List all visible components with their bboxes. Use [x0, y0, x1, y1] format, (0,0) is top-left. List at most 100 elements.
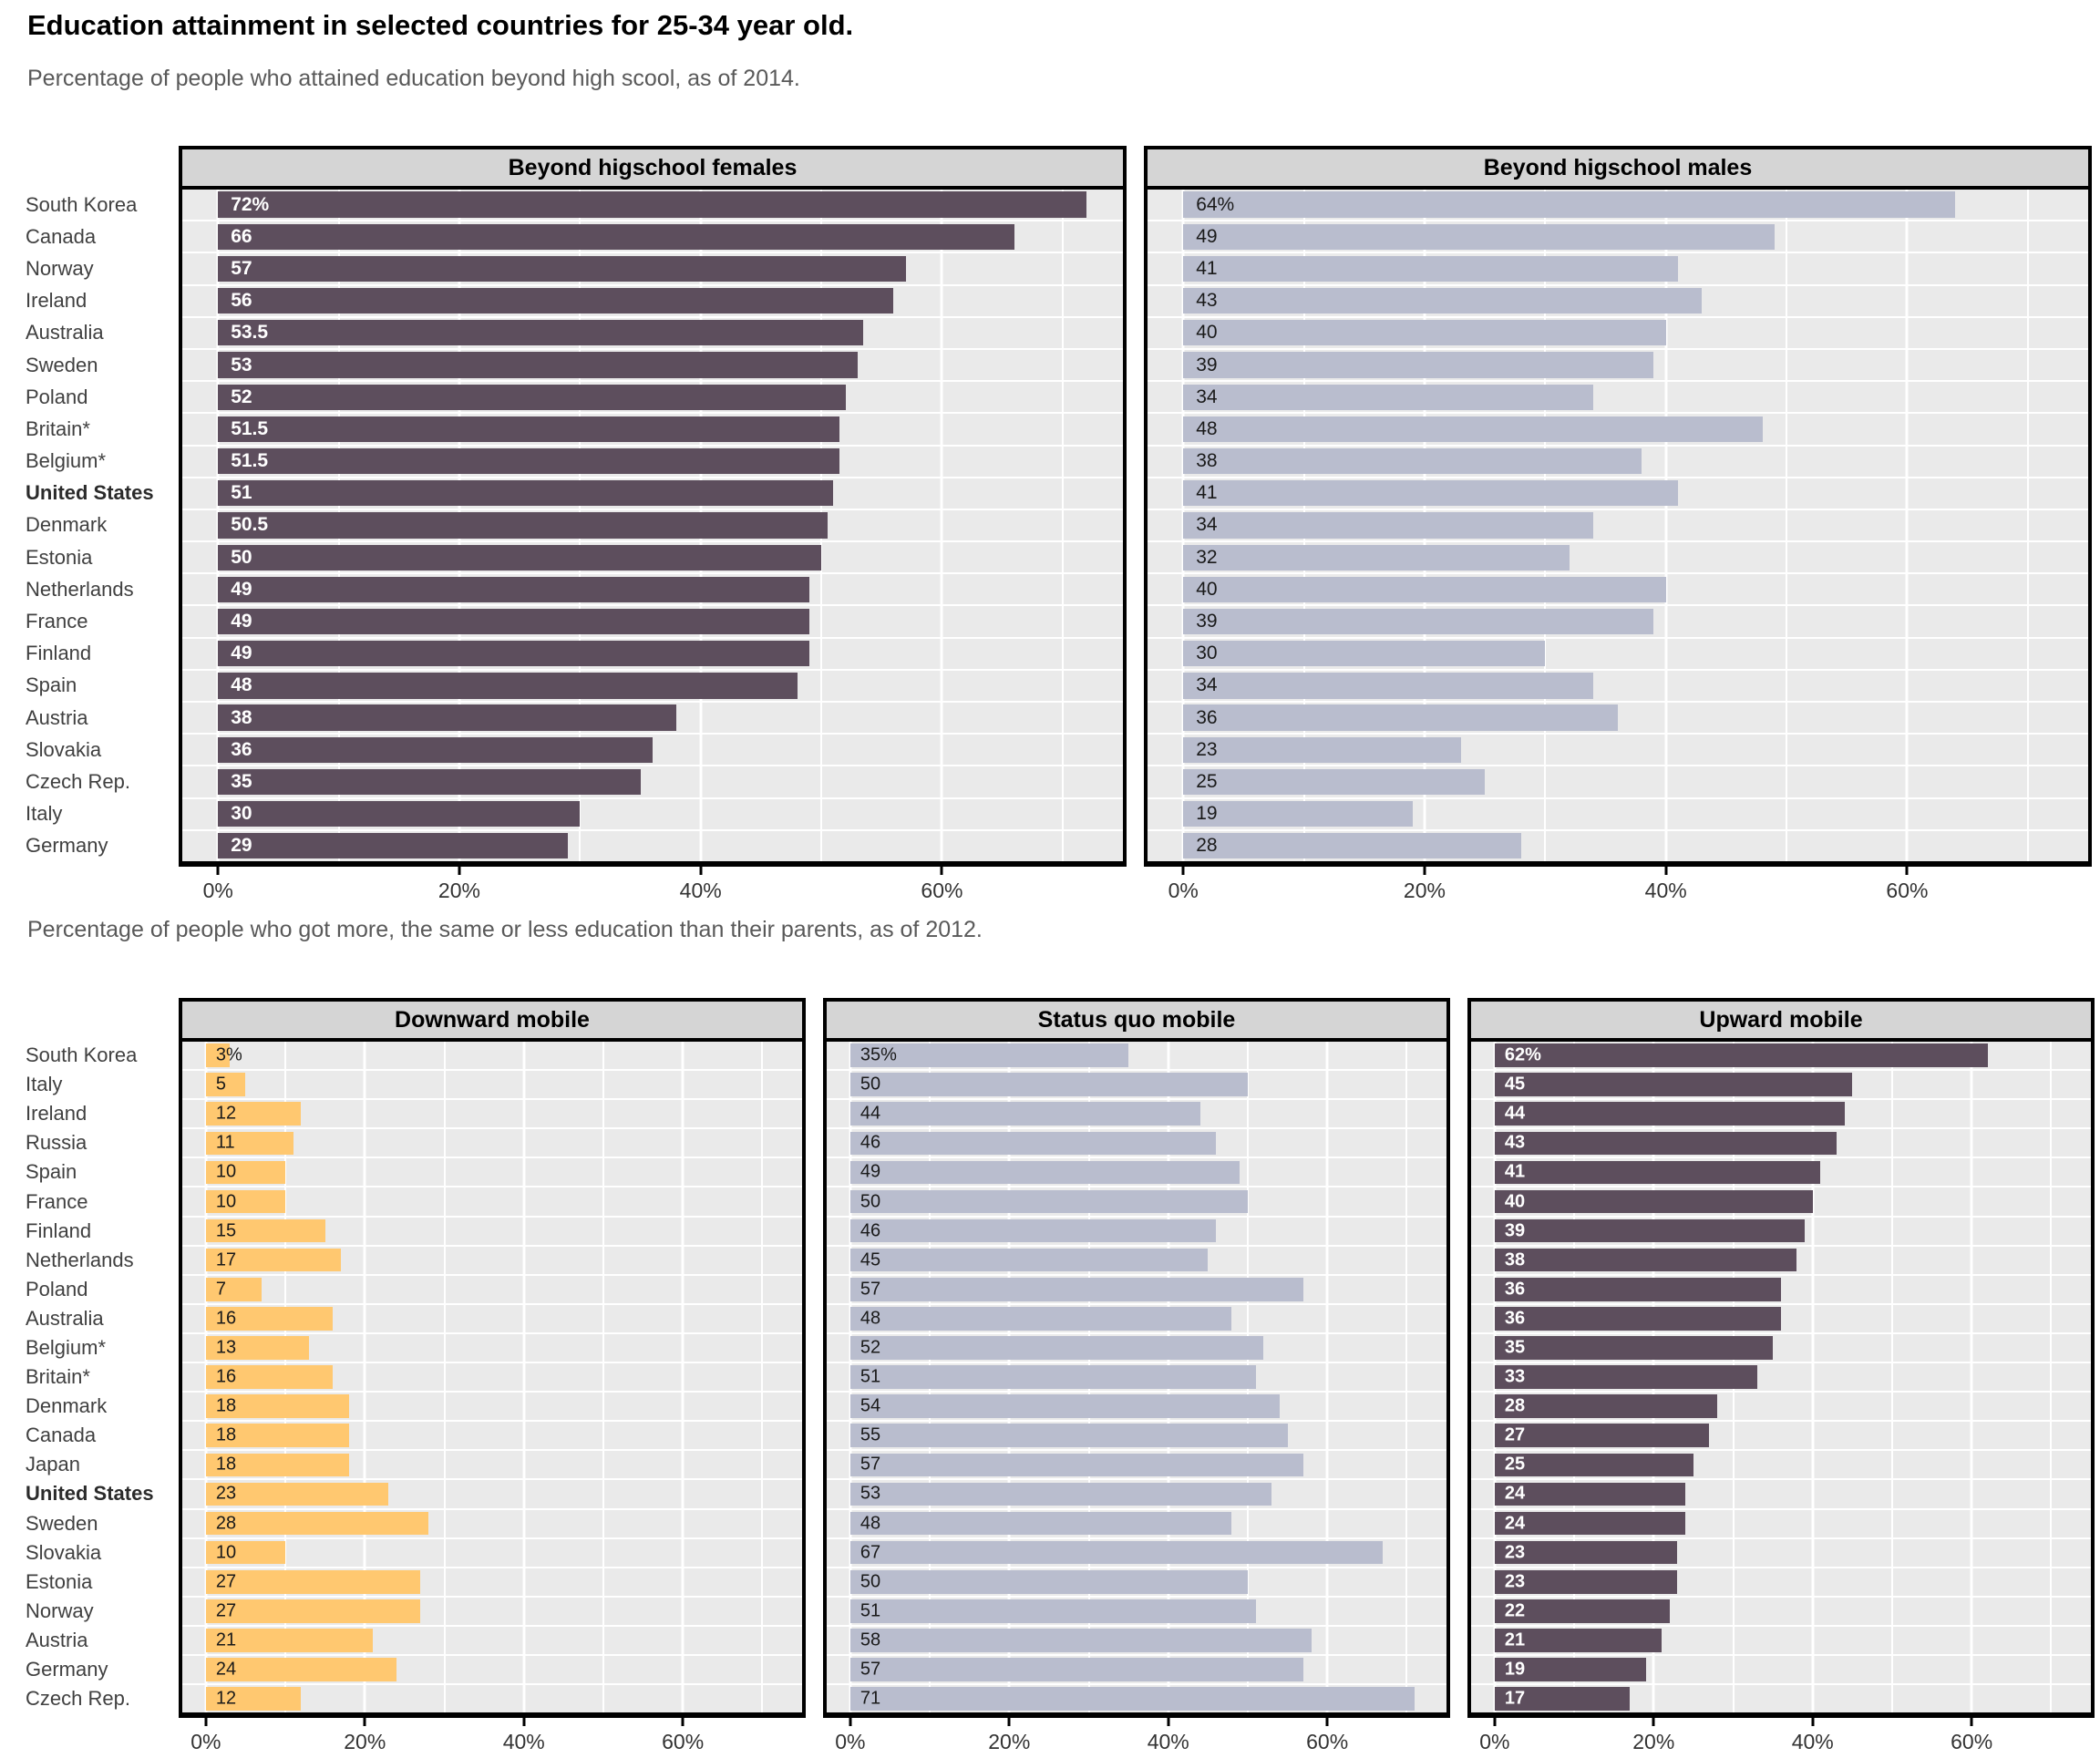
bar-value-label: 27	[215, 1571, 237, 1592]
bar-row: 17	[1471, 1683, 2091, 1712]
panel-title-females: Beyond higschool females	[182, 149, 1123, 190]
country-label: Britain*	[26, 416, 90, 440]
bar	[218, 352, 858, 378]
bar-row: 19	[1471, 1653, 2091, 1683]
bar	[205, 1599, 421, 1623]
minor-gridline	[761, 1042, 764, 1712]
panel-title-status-quo: Status quo mobile	[827, 1002, 1446, 1042]
country-label: Estonia	[26, 545, 93, 569]
bar	[205, 1365, 334, 1389]
bar-value-label: 45	[1504, 1074, 1526, 1095]
bar	[1183, 447, 1642, 475]
bar	[205, 1248, 342, 1272]
minor-gridline	[443, 1042, 446, 1712]
bar-row: 53	[182, 347, 1123, 380]
country-label: Japan	[26, 1453, 80, 1476]
bar-value-label: 5	[215, 1074, 226, 1095]
bar-row: 23	[1471, 1566, 2091, 1596]
bar-value-label: 49	[231, 611, 252, 632]
bar-row: 12	[182, 1098, 802, 1127]
bar-row: 18	[182, 1420, 802, 1449]
country-label: Austria	[26, 1628, 88, 1651]
bar	[218, 608, 809, 635]
x-tick-mark	[1970, 1718, 1973, 1726]
bar-row: 40	[1148, 572, 2088, 604]
country-label: Germany	[26, 834, 108, 858]
bar	[1183, 320, 1666, 346]
bar	[849, 1248, 1209, 1272]
bar-value-label: 35	[1504, 1337, 1526, 1358]
bar-rows: 64% 49 41 43 40 39 34 48 38 41 34 32 40 39 30 34 36 23 25 1…	[1148, 190, 2088, 861]
x-tick-label: 20%	[1403, 879, 1446, 902]
bar-value-label: 57	[860, 1454, 881, 1475]
bar	[1183, 255, 1678, 283]
x-tick-label: 0%	[835, 1730, 866, 1753]
bar-row: 10	[182, 1186, 802, 1215]
bar-value-label: 46	[860, 1220, 881, 1241]
bar-row: 24	[182, 1653, 802, 1683]
bar-row: 48	[827, 1507, 1446, 1537]
minor-gridline	[2050, 1042, 2053, 1712]
bar-row: 48	[1148, 412, 2088, 444]
bar	[1494, 1307, 1781, 1331]
bar	[849, 1365, 1256, 1389]
bar	[849, 1043, 1129, 1067]
bar-row: 67	[827, 1537, 1446, 1567]
bar-row: 46	[827, 1215, 1446, 1245]
bar	[1494, 1102, 1845, 1126]
country-label: Sweden	[26, 353, 98, 376]
bar-value-label: 51	[860, 1366, 881, 1387]
country-label: Netherlands	[26, 577, 134, 601]
bar-value-label: 66	[231, 225, 252, 247]
country-label: United States	[26, 1482, 154, 1506]
x-tick-mark	[1007, 1718, 1011, 1726]
bar-row: 43	[1148, 283, 2088, 316]
country-label: Finland	[26, 642, 92, 665]
x-tick-label: 0%	[1479, 1730, 1510, 1753]
bar-row: 48	[827, 1302, 1446, 1332]
bar-value-label: 29	[231, 835, 252, 857]
bar-row: 21	[182, 1624, 802, 1654]
major-gridline	[1325, 1042, 1329, 1712]
minor-gridline	[1405, 1042, 1408, 1712]
bar-value-label: 38	[1504, 1249, 1526, 1270]
bar-rows: 35% 50 44 46 49 50 46 45 57 48 52 51 54 55 57 53 48 67 50 5…	[827, 1042, 1446, 1712]
bar-value-label: 51	[231, 482, 252, 504]
bar-row: 50	[827, 1069, 1446, 1098]
bar-rows: 3% 5 12 11 10 10 15 17 7 16 13 16 18 18 18 23 28 10 27 27 21…	[182, 1042, 802, 1712]
bar-row: 16	[182, 1302, 802, 1332]
bar	[218, 704, 677, 731]
bar-row: 34	[1148, 508, 2088, 540]
bar-row: 28	[1471, 1391, 2091, 1420]
bar-value-label: 51	[860, 1600, 881, 1621]
bar-value-label: 50	[231, 546, 252, 568]
bar	[218, 288, 894, 314]
subtitle-2014: Percentage of people who attained educat…	[27, 66, 800, 91]
bar-value-label: 18	[215, 1454, 237, 1475]
bar	[1183, 673, 1594, 699]
bar-row: 10	[182, 1157, 802, 1186]
bar-row: 32	[1148, 540, 2088, 572]
bar-value-label: 58	[860, 1629, 881, 1650]
bar-value-label: 18	[215, 1424, 237, 1445]
bar	[849, 1540, 1384, 1565]
minor-gridline	[2026, 190, 2029, 861]
x-tick-label: 40%	[502, 1730, 545, 1753]
major-gridline	[522, 1042, 526, 1712]
bar	[205, 1307, 334, 1331]
major-gridline	[1905, 190, 1909, 861]
bar-value-label: 38	[1196, 450, 1218, 472]
panel-downward-mobile: Downward mobile 3% 5 12 11 10 10 15 17 7 16 13 16 18…	[179, 998, 806, 1753]
bar-row: 71	[827, 1683, 1446, 1712]
bar-value-label: 55	[860, 1424, 881, 1445]
bar	[849, 1599, 1256, 1623]
country-label: Canada	[26, 1424, 97, 1447]
bar	[1183, 544, 1570, 571]
bar-row: 15	[182, 1215, 802, 1245]
bar	[849, 1687, 1415, 1711]
bar-rows: 72% 66 57 56 53.5 53 52 51.5 51.5 51 50.5 50 49 49 49 4…	[182, 190, 1123, 861]
country-label: Canada	[26, 224, 97, 248]
bar	[1494, 1394, 1718, 1418]
bar	[1494, 1540, 1678, 1565]
bar-row: 50	[827, 1186, 1446, 1215]
